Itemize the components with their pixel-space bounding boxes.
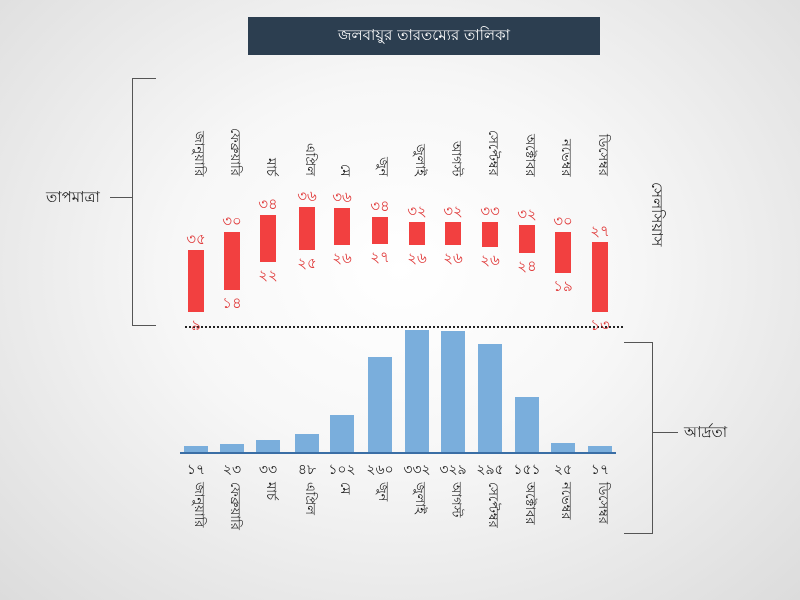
separator: [185, 326, 623, 328]
temp-min-label: ২৬: [443, 249, 463, 267]
humidity-month-label: মে: [337, 482, 352, 495]
humidity-bar: [330, 414, 354, 452]
temp-range-bar: [224, 232, 240, 290]
temp-month-label: সেপ্টেম্বর: [485, 130, 500, 176]
chart-title: জলবায়ুর তারতম্যের তালিকা: [248, 17, 600, 55]
temp-month-label: আগস্ট: [448, 140, 463, 176]
temp-max-label: ৩৩: [480, 202, 500, 220]
humidity-value-label: ১৭: [590, 462, 610, 478]
humidity-bar: [184, 445, 208, 452]
temp-max-label: ৩২: [517, 205, 537, 223]
temp-bracket: [132, 78, 133, 325]
temp-range-bar: [482, 222, 498, 247]
temp-max-label: ৩৪: [370, 197, 390, 215]
temp-month-label: এপ্রিল: [302, 143, 317, 176]
temp-min-label: ১৩: [590, 316, 610, 334]
temp-range-bar: [555, 232, 571, 273]
humidity-value-label: ৩৩২: [403, 462, 431, 478]
temp-range-bar: [299, 207, 315, 250]
temp-month-label: মে: [337, 163, 352, 177]
humidity-value-label: ১০২: [328, 462, 356, 478]
temp-month-label: জানুয়ারি: [191, 130, 206, 176]
humidity-month-label: ফেব্রুয়ারি: [227, 482, 242, 530]
temp-min-label: ২৪: [517, 257, 537, 275]
temp-min-label: ১৯: [553, 277, 573, 295]
humidity-axis: [180, 452, 616, 454]
temp-range-bar: [334, 208, 350, 245]
humidity-bar: [368, 356, 392, 452]
humidity-bar: [295, 434, 319, 452]
temp-min-label: ২৬: [407, 249, 427, 267]
humidity-bracket-pointer: [652, 432, 678, 433]
humidity-value-label: ৩৩: [258, 462, 278, 478]
humidity-bracket-bottom: [624, 533, 652, 534]
temp-min-label: ১৪: [222, 294, 242, 312]
temp-bracket-bottom: [132, 325, 156, 326]
temp-month-label: ডিসেম্বর: [595, 134, 610, 176]
humidity-value-label: ২৩: [222, 462, 242, 478]
humidity-month-label: ডিসেম্বর: [595, 482, 610, 524]
temp-month-label: জুন: [375, 156, 390, 176]
humidity-value-label: ২৫: [553, 462, 573, 478]
humidity-month-label: জুন: [375, 482, 390, 502]
humidity-bar: [551, 442, 575, 452]
temp-month-label: নভেম্বর: [558, 138, 573, 176]
temp-month-label: জুলাই: [412, 144, 427, 176]
temp-min-label: ২৬: [480, 251, 500, 269]
temp-min-label: ২৫: [297, 254, 317, 272]
humidity-month-label: এপ্রিল: [302, 482, 317, 515]
temp-max-label: ৩০: [222, 212, 242, 230]
temp-range-bar: [372, 217, 388, 244]
temp-min-label: ২৭: [370, 248, 390, 266]
temp-bracket-top: [132, 78, 156, 79]
humidity-month-label: মার্চ: [263, 482, 278, 501]
humidity-month-label: জানুয়ারি: [191, 482, 206, 528]
humidity-month-label: নভেম্বর: [558, 482, 573, 520]
temp-min-label: ৯: [191, 316, 201, 334]
temp-max-label: ৩৪: [258, 195, 278, 213]
humidity-month-label: সেপ্টেম্বর: [485, 482, 500, 528]
temp-max-label: ৩৫: [186, 230, 206, 248]
temp-month-label: মার্চ: [263, 157, 278, 176]
temp-bracket-pointer: [110, 197, 132, 198]
temp-range-bar: [188, 250, 204, 312]
temp-min-label: ২২: [258, 266, 278, 284]
humidity-bar: [588, 445, 612, 452]
humidity-month-label: অক্টোবর: [522, 482, 537, 525]
humidity-bracket: [652, 342, 653, 534]
temp-month-label: অক্টোবর: [522, 133, 537, 176]
temp-range-bar: [445, 222, 461, 245]
humidity-bar: [220, 443, 244, 452]
temp-min-label: ২৬: [332, 249, 352, 267]
temp-range-bar: [409, 222, 425, 245]
temp-label: তাপমাত্রা: [46, 188, 100, 206]
humidity-value-label: ৪৮: [297, 462, 317, 478]
temp-max-label: ৩২: [443, 202, 463, 220]
temp-max-label: ৩৬: [297, 187, 317, 205]
humidity-value-label: ৩২৯: [439, 462, 467, 478]
humidity-bar: [478, 343, 502, 452]
temp-max-label: ৩২: [407, 202, 427, 220]
temp-max-label: ৩৬: [332, 188, 352, 206]
temp-range-bar: [592, 242, 608, 312]
humidity-value-label: ২৬০: [366, 462, 394, 478]
humidity-month-label: আগস্ট: [448, 482, 463, 518]
humidity-bar: [405, 330, 429, 452]
temp-range-bar: [519, 225, 535, 253]
humidity-value-label: ২৯৫: [476, 462, 504, 478]
humidity-bar: [441, 331, 465, 452]
temp-range-bar: [260, 215, 276, 262]
humidity-label: আর্দ্রতা: [684, 423, 728, 441]
humidity-bracket-top: [624, 342, 652, 343]
temp-month-label: ফেব্রুয়ারি: [227, 128, 242, 176]
humidity-value-label: ১৭: [186, 462, 206, 478]
temp-max-label: ২৭: [590, 222, 610, 240]
humidity-bar: [256, 439, 280, 452]
temp-max-label: ৩০: [553, 212, 573, 230]
humidity-value-label: ১৫১: [513, 462, 541, 478]
humidity-bar: [515, 396, 539, 452]
humidity-month-label: জুলাই: [412, 482, 427, 514]
celsius-label: সেলসিয়াস: [648, 182, 666, 247]
